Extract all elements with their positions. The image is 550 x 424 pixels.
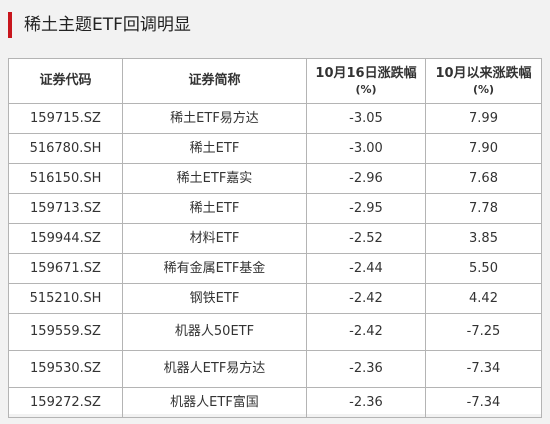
cell-day-change: -3.00 (306, 133, 426, 164)
cell-month-change: 4.42 (425, 283, 542, 314)
cell-code: 159272.SZ (8, 387, 123, 418)
etf-table: 证券代码 证券简称 10月16日涨跌幅 (%) 10月以来涨跌幅 (%) 159… (8, 58, 542, 418)
cell-name: 钢铁ETF (122, 283, 307, 314)
cell-month-change: 5.50 (425, 253, 542, 284)
cell-name: 稀有金属ETF基金 (122, 253, 307, 284)
table-row: 159671.SZ 稀有金属ETF基金 -2.44 5.50 (8, 253, 542, 284)
table-row: 159272.SZ 机器人ETF富国 -2.36 -7.34 (8, 387, 542, 418)
cell-month-change: 7.99 (425, 103, 542, 134)
table-row: 159713.SZ 稀土ETF -2.95 7.78 (8, 193, 542, 224)
cell-name: 机器人ETF富国 (122, 387, 307, 418)
table-header-row: 证券代码 证券简称 10月16日涨跌幅 (%) 10月以来涨跌幅 (%) (8, 58, 542, 104)
table-row: 516150.SH 稀土ETF嘉实 -2.96 7.68 (8, 163, 542, 194)
cell-month-change: 7.90 (425, 133, 542, 164)
table-row: 516780.SH 稀土ETF -3.00 7.90 (8, 133, 542, 164)
header-code: 证券代码 (8, 58, 123, 104)
table-row: 159944.SZ 材料ETF -2.52 3.85 (8, 223, 542, 254)
cell-code: 159715.SZ (8, 103, 123, 134)
table-row: 159559.SZ 机器人50ETF -2.42 -7.25 (8, 313, 542, 351)
cell-day-change: -2.95 (306, 193, 426, 224)
cell-day-change: -2.52 (306, 223, 426, 254)
header-change-month-unit: (%) (472, 83, 495, 96)
header-change-month-label: 10月以来涨跌幅 (435, 66, 532, 81)
cell-name: 稀土ETF嘉实 (122, 163, 307, 194)
cell-day-change: -3.05 (306, 103, 426, 134)
cell-code: 159671.SZ (8, 253, 123, 284)
cell-name: 机器人50ETF (122, 313, 307, 351)
cell-day-change: -2.36 (306, 387, 426, 418)
cell-code: 515210.SH (8, 283, 123, 314)
cell-day-change: -2.44 (306, 253, 426, 284)
cell-month-change: 7.78 (425, 193, 542, 224)
cell-month-change: -7.34 (425, 350, 542, 388)
cell-name: 稀土ETF (122, 133, 307, 164)
header-name: 证券简称 (122, 58, 307, 104)
cell-name: 材料ETF (122, 223, 307, 254)
cell-name: 稀土ETF (122, 193, 307, 224)
cell-day-change: -2.42 (306, 313, 426, 351)
header-change-day-label: 10月16日涨跌幅 (315, 66, 417, 81)
title-accent-bar (8, 12, 12, 38)
header-change-month: 10月以来涨跌幅 (%) (425, 58, 542, 104)
cell-code: 516780.SH (8, 133, 123, 164)
cell-code: 516150.SH (8, 163, 123, 194)
page-title: 稀土主题ETF回调明显 (24, 15, 191, 35)
etf-table-container: 证券代码 证券简称 10月16日涨跌幅 (%) 10月以来涨跌幅 (%) 159… (8, 58, 542, 418)
table-row: 159530.SZ 机器人ETF易方达 -2.36 -7.34 (8, 350, 542, 388)
cell-month-change: 3.85 (425, 223, 542, 254)
cell-code: 159944.SZ (8, 223, 123, 254)
cell-month-change: -7.25 (425, 313, 542, 351)
cell-code: 159530.SZ (8, 350, 123, 388)
cell-month-change: -7.34 (425, 387, 542, 418)
title-bar: 稀土主题ETF回调明显 (0, 0, 550, 50)
cell-month-change: 7.68 (425, 163, 542, 194)
cell-name: 稀土ETF易方达 (122, 103, 307, 134)
header-change-day: 10月16日涨跌幅 (%) (306, 58, 426, 104)
header-change-day-unit: (%) (355, 83, 377, 96)
cell-name: 机器人ETF易方达 (122, 350, 307, 388)
table-row: 515210.SH 钢铁ETF -2.42 4.42 (8, 283, 542, 314)
table-row: 159715.SZ 稀土ETF易方达 -3.05 7.99 (8, 103, 542, 134)
cell-day-change: -2.36 (306, 350, 426, 388)
cell-day-change: -2.42 (306, 283, 426, 314)
cell-code: 159713.SZ (8, 193, 123, 224)
cell-code: 159559.SZ (8, 313, 123, 351)
cell-day-change: -2.96 (306, 163, 426, 194)
